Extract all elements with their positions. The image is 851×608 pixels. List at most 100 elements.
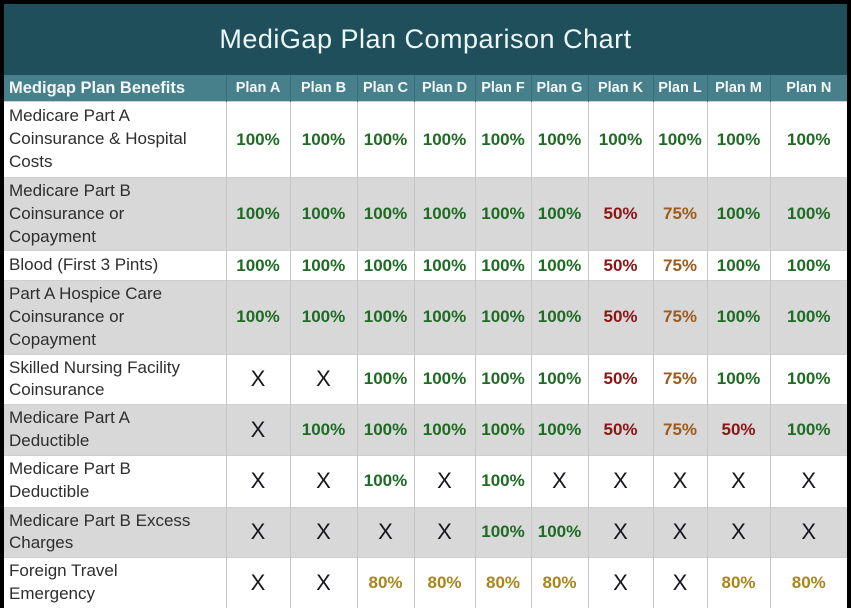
value-cell: X bbox=[706, 454, 770, 508]
value-cell: X bbox=[530, 454, 588, 508]
value-cell: 50% bbox=[706, 404, 770, 456]
value-cell: 100% bbox=[289, 101, 357, 178]
value-cell: X bbox=[225, 557, 290, 608]
value-cell: 100% bbox=[413, 404, 475, 456]
value-cell: 100% bbox=[413, 101, 475, 178]
value-cell: 100% bbox=[356, 404, 414, 456]
value-cell: X bbox=[769, 506, 847, 558]
plan-column-header: Plan B bbox=[289, 75, 357, 102]
value-cell: 75% bbox=[652, 404, 707, 456]
value-cell: 100% bbox=[289, 280, 357, 355]
value-cell: 100% bbox=[474, 101, 531, 178]
benefit-name-cell: Medicare Part A Deductible bbox=[4, 404, 226, 456]
value-cell: X bbox=[413, 454, 475, 508]
benefit-row: Foreign Travel Emergency X X 80% 80% 80% 80% X X… bbox=[4, 557, 847, 608]
value-cell: 100% bbox=[474, 454, 531, 508]
plan-column-header: Plan C bbox=[356, 75, 414, 102]
chart-frame: MediGap Plan Comparison Chart Medigap Pl… bbox=[4, 4, 847, 608]
value-cell: 100% bbox=[474, 353, 531, 405]
value-cell: X bbox=[225, 353, 290, 405]
value-cell: X bbox=[706, 506, 770, 558]
value-cell: 50% bbox=[587, 250, 653, 281]
value-cell: 100% bbox=[769, 280, 847, 355]
value-cell: X bbox=[587, 506, 653, 558]
value-cell: 100% bbox=[587, 101, 653, 178]
value-cell: 100% bbox=[356, 101, 414, 178]
value-cell: X bbox=[225, 454, 290, 508]
value-cell: 100% bbox=[769, 250, 847, 281]
value-cell: 100% bbox=[413, 280, 475, 355]
value-cell: 100% bbox=[356, 176, 414, 251]
value-cell: X bbox=[587, 454, 653, 508]
value-cell: 80% bbox=[413, 557, 475, 608]
benefit-row: Medicare Part A Deductible X 100% 100% 100% 1… bbox=[4, 404, 847, 456]
value-cell: 80% bbox=[769, 557, 847, 608]
benefits-column-header: Medigap Plan Benefits bbox=[4, 75, 226, 102]
benefit-name-cell: Medicare Part B Deductible bbox=[4, 454, 226, 508]
benefit-name-cell: Blood (First 3 Pints) bbox=[4, 250, 226, 281]
value-cell: 100% bbox=[413, 250, 475, 281]
value-cell: 100% bbox=[530, 101, 588, 178]
value-cell: 100% bbox=[413, 176, 475, 251]
plan-column-header: Plan M bbox=[706, 75, 770, 102]
value-cell: 100% bbox=[225, 101, 290, 178]
value-cell: 100% bbox=[289, 176, 357, 251]
value-cell: 100% bbox=[769, 353, 847, 405]
table-header-row: Medigap Plan Benefits Plan A Plan B Plan C… bbox=[4, 75, 847, 102]
value-cell: 100% bbox=[530, 176, 588, 251]
value-cell: 100% bbox=[474, 506, 531, 558]
plan-column-header: Plan N bbox=[769, 75, 847, 102]
value-cell: 100% bbox=[706, 353, 770, 405]
value-cell: 50% bbox=[587, 353, 653, 405]
benefit-row: Medicare Part B Coinsurance or Copayment… bbox=[4, 176, 847, 251]
value-cell: 100% bbox=[769, 176, 847, 251]
value-cell: 75% bbox=[652, 176, 707, 251]
value-cell: 100% bbox=[769, 404, 847, 456]
value-cell: X bbox=[356, 506, 414, 558]
value-cell: X bbox=[289, 506, 357, 558]
value-cell: 100% bbox=[225, 176, 290, 251]
value-cell: 100% bbox=[225, 280, 290, 355]
value-cell: 75% bbox=[652, 353, 707, 405]
value-cell: 100% bbox=[289, 404, 357, 456]
value-cell: 50% bbox=[587, 404, 653, 456]
plan-column-header: Plan K bbox=[587, 75, 653, 102]
value-cell: 100% bbox=[356, 250, 414, 281]
value-cell: X bbox=[225, 404, 290, 456]
plan-column-header: Plan G bbox=[530, 75, 588, 102]
benefit-name-cell: Medicare Part B Coinsurance or Copayment bbox=[4, 176, 226, 251]
value-cell: X bbox=[289, 454, 357, 508]
value-cell: 100% bbox=[769, 101, 847, 178]
value-cell: 100% bbox=[530, 280, 588, 355]
value-cell: 100% bbox=[356, 454, 414, 508]
value-cell: 100% bbox=[530, 404, 588, 456]
benefit-name-cell: Foreign Travel Emergency bbox=[4, 557, 226, 608]
benefit-row: Medicare Part B Excess Charges X X X X 100% 10… bbox=[4, 506, 847, 558]
value-cell: 80% bbox=[530, 557, 588, 608]
value-cell: 100% bbox=[652, 101, 707, 178]
value-cell: X bbox=[413, 506, 475, 558]
medigap-comparison-table: Medigap Plan Benefits Plan A Plan B Plan C… bbox=[4, 75, 847, 608]
benefit-row: Skilled Nursing Facility Coinsurance X X 10… bbox=[4, 353, 847, 405]
value-cell: 50% bbox=[587, 176, 653, 251]
value-cell: X bbox=[587, 557, 653, 608]
value-cell: X bbox=[225, 506, 290, 558]
page-title: MediGap Plan Comparison Chart bbox=[219, 24, 632, 54]
value-cell: 100% bbox=[413, 353, 475, 405]
value-cell: 75% bbox=[652, 280, 707, 355]
value-cell: X bbox=[289, 353, 357, 405]
value-cell: 100% bbox=[474, 280, 531, 355]
value-cell: 100% bbox=[530, 506, 588, 558]
value-cell: 100% bbox=[530, 250, 588, 281]
value-cell: X bbox=[652, 557, 707, 608]
plan-column-header: Plan D bbox=[413, 75, 475, 102]
benefit-row: Blood (First 3 Pints) 100% 100% 100% 100% 100… bbox=[4, 250, 847, 281]
value-cell: 100% bbox=[530, 353, 588, 405]
value-cell: X bbox=[652, 506, 707, 558]
benefit-name-cell: Part A Hospice Care Coinsurance or Copay… bbox=[4, 280, 226, 355]
benefit-row: Part A Hospice Care Coinsurance or Copay… bbox=[4, 280, 847, 355]
value-cell: 100% bbox=[225, 250, 290, 281]
plan-column-header: Plan F bbox=[474, 75, 531, 102]
value-cell: 100% bbox=[706, 101, 770, 178]
value-cell: 100% bbox=[474, 250, 531, 281]
